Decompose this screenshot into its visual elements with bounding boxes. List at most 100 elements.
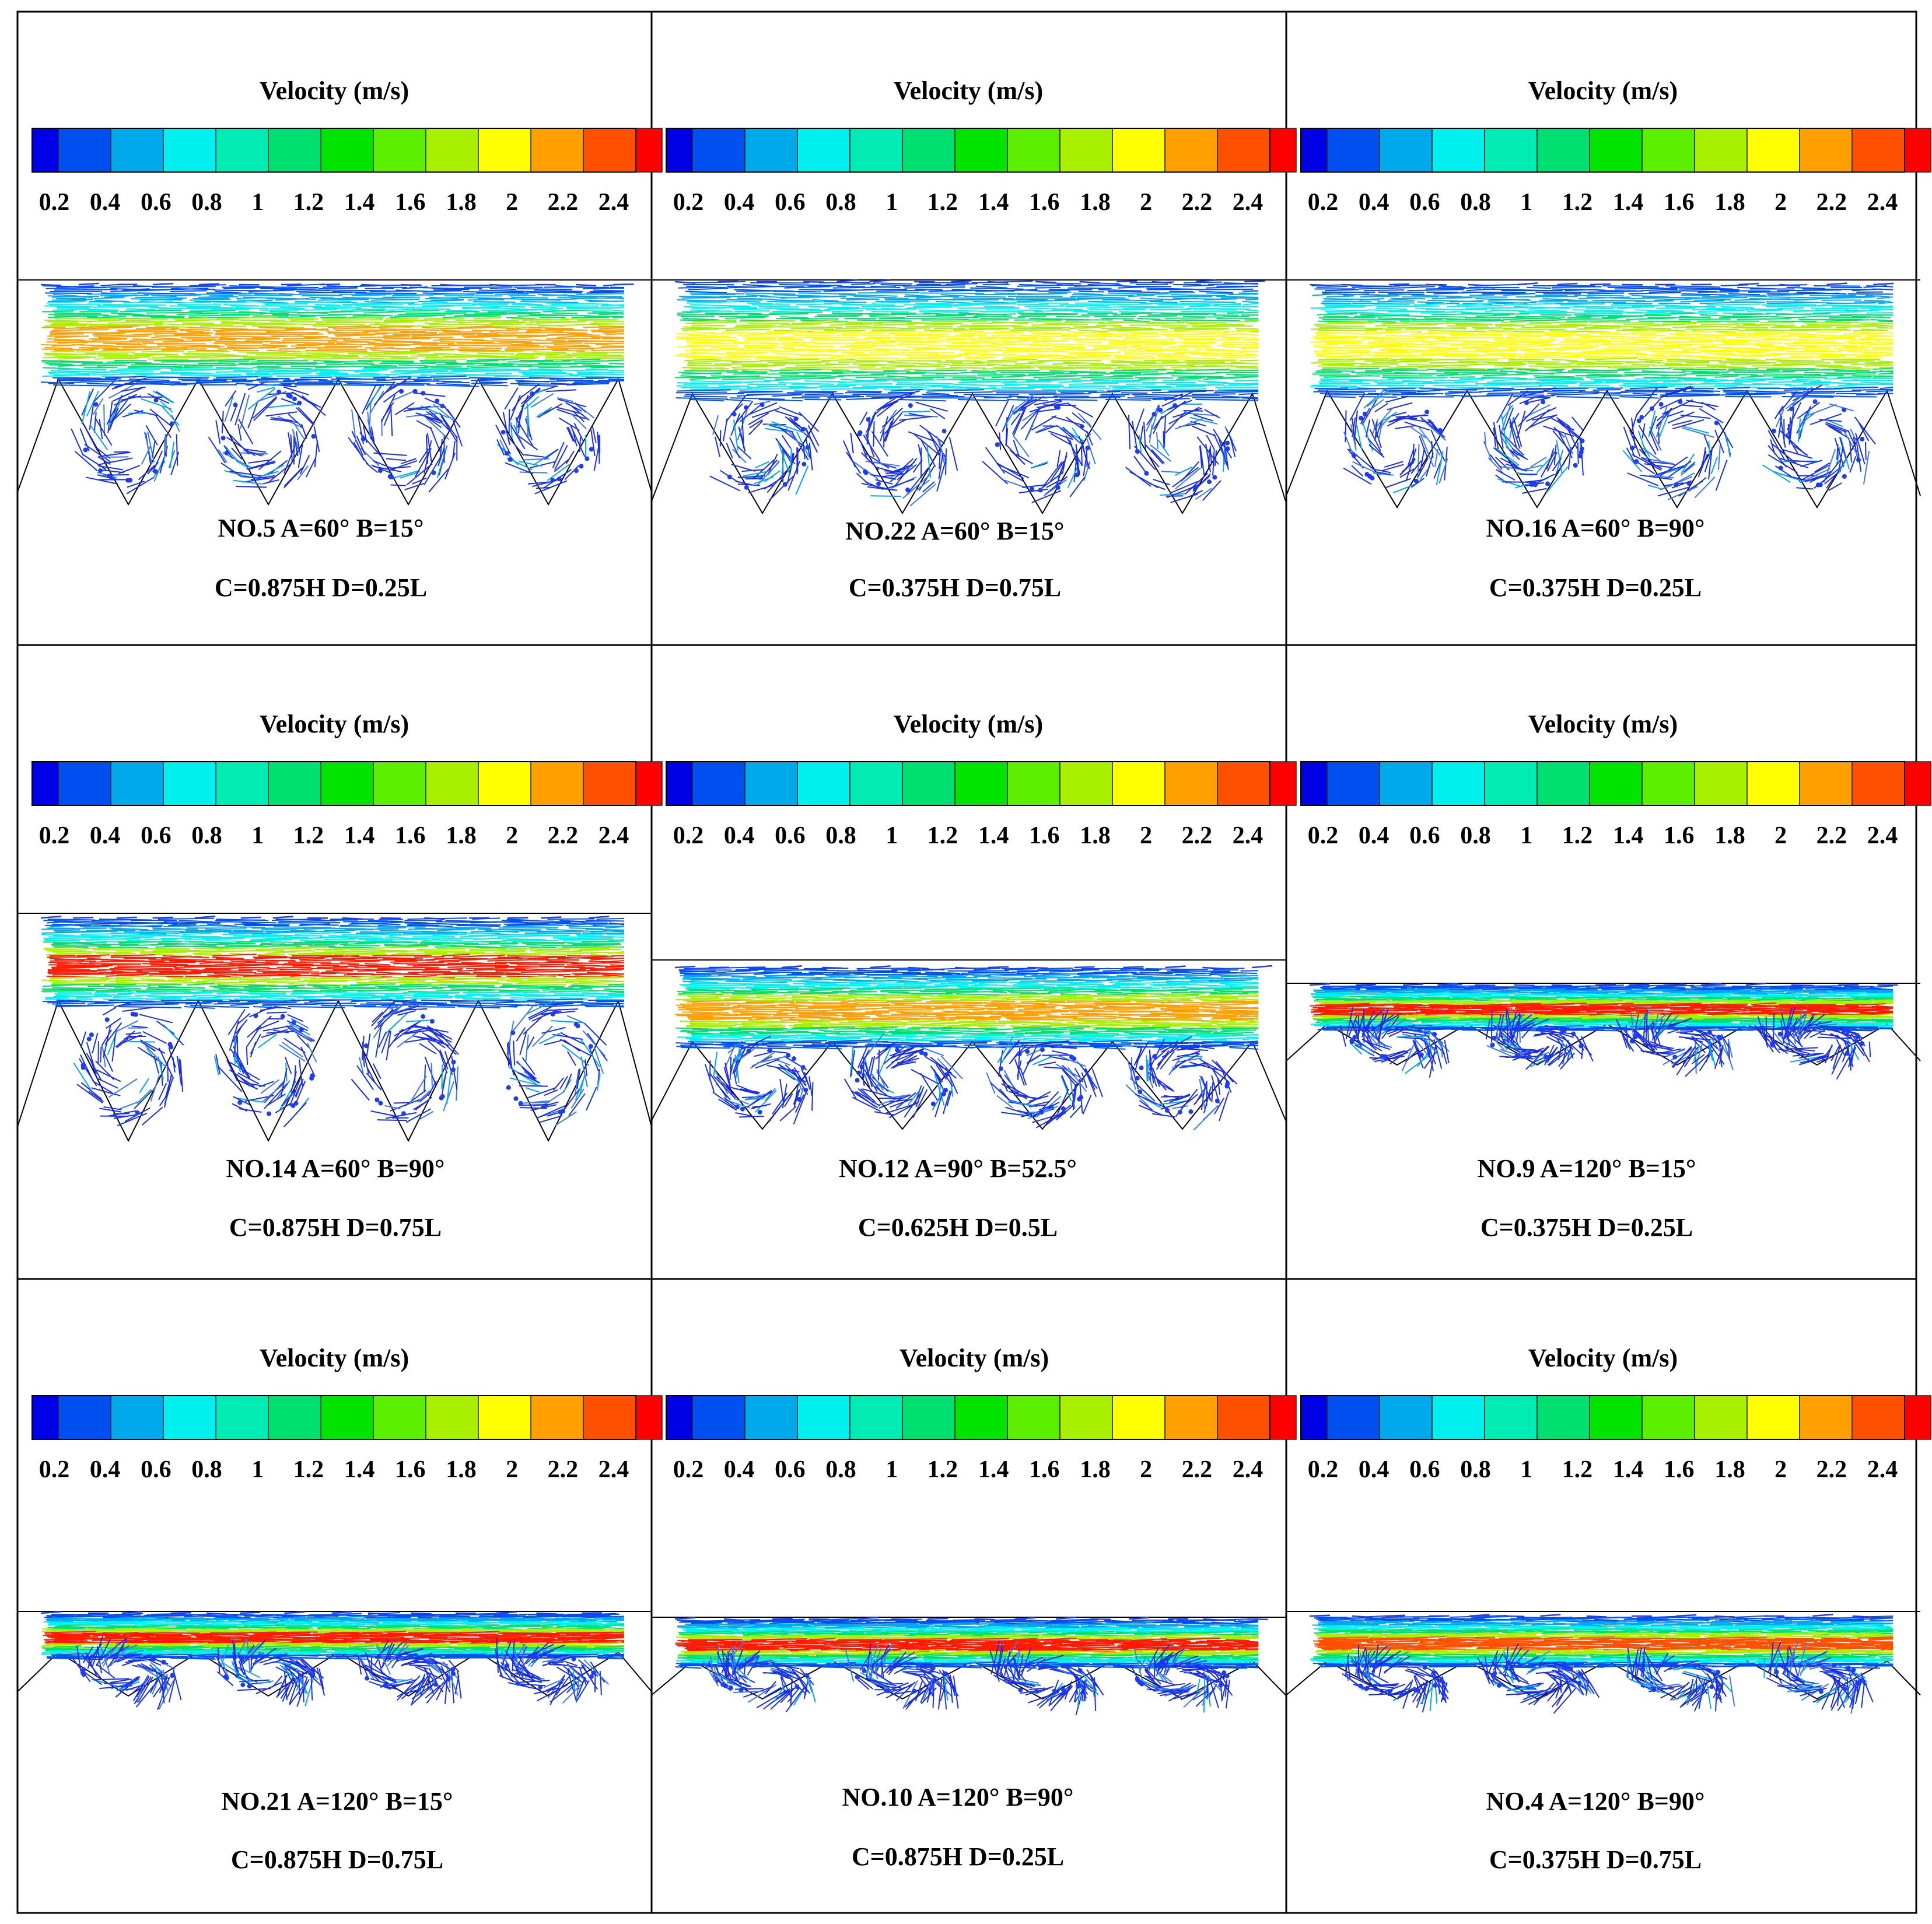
vortex-vector [144,432,153,464]
jet-vector [1698,310,1745,313]
vortex-vector [100,469,124,474]
vortex-vector [86,1042,97,1075]
jet-vector [173,333,209,335]
vector-head [286,392,291,398]
jet-vector [1374,324,1438,327]
jet-vector [517,352,569,355]
jet-vector [681,386,740,388]
jet-vector [478,928,541,931]
jet-vector [455,354,508,358]
jet-vector [225,921,276,924]
jet-vector [1203,377,1244,380]
jet-vector [296,355,359,358]
jet-vector [272,977,300,980]
jet-vector [892,379,951,382]
vortex-vector [92,398,104,415]
jet-vector [320,963,359,965]
vector-head [1842,407,1847,412]
jet-vector [906,346,942,349]
surface-vector [380,917,401,920]
jet-vector [507,346,545,348]
jet-vector [1005,383,1063,386]
jet-vector [779,367,817,370]
vector-head [573,1022,579,1027]
jet-vector [1672,326,1720,328]
jet-vector [1321,367,1380,370]
vortex-vector [440,415,458,443]
jet-vector [358,938,393,941]
jet-vector [1731,362,1770,365]
jet-vector [541,987,575,989]
jet-vector [1073,292,1103,296]
vortex-vector [380,394,396,423]
vortex-vector [1150,444,1171,462]
jet-vector [1572,309,1624,312]
jet-vector [223,287,256,289]
jet-vector [457,1006,501,1009]
jet-vector [1216,296,1259,298]
jet-vector [922,394,958,397]
jet-vector [54,958,108,961]
vortex-vector [74,451,98,472]
flow-field [651,279,1286,514]
vortex-vector [790,448,792,469]
vector-head [1649,406,1654,411]
vortex-vector [1160,493,1185,496]
jet-vector [791,331,836,334]
colorbar-swatch [635,761,663,806]
jet-vector [1070,296,1126,299]
jet-vector [265,951,296,954]
jet-vector [1371,360,1427,364]
jet-vector [1692,309,1736,311]
jet-vector [676,336,737,339]
jet-vector [1017,313,1079,315]
jet-vector [192,339,236,341]
jet-vector [1815,365,1862,368]
vortex-vector [236,460,250,469]
vortex-vector [530,393,554,408]
jet-vector [342,934,372,936]
vortex-vector [254,471,279,479]
vortex-vector [102,1007,117,1016]
jet-vector [293,942,348,944]
vortex-vector [126,476,155,495]
jet-vector [869,313,931,316]
jet-vector [389,308,437,311]
colorbar-swatch [1799,128,1853,173]
jet-vector [177,294,201,297]
grid-frame [16,10,1917,1914]
vector-head [995,442,1000,447]
vortex-vector [802,443,806,460]
jet-vector [1376,305,1440,307]
vortex-vector [300,423,307,439]
colorbar-swatch [1379,128,1433,173]
jet-vector [1736,324,1772,327]
jet-vector [1805,345,1839,348]
vortex-vector [264,383,282,386]
vortex-vector [155,416,172,439]
colorbar-swatch [744,128,798,173]
jet-vector [1631,296,1682,300]
jet-vector [1755,341,1783,344]
vortex-vector [1496,469,1516,481]
jet-vector [950,348,1003,351]
jet-vector [122,288,150,291]
colorbar-tick-label: 2.4 [1233,189,1264,216]
jet-vector [783,348,846,351]
jet-vector [777,337,812,339]
jet-vector [1864,364,1894,367]
jet-vector [1590,321,1614,324]
jet-vector [1433,346,1460,349]
jet-vector [872,302,911,304]
colorbar-tick-label: 0.8 [1460,189,1491,216]
vortex-vector [141,1041,156,1052]
vector-head [431,470,436,475]
vector-head [1362,411,1367,416]
colorbar-swatch [1164,128,1218,173]
jet-vector [363,330,397,332]
vector-head [1714,420,1719,426]
vortex-vector [899,416,932,421]
vortex-vector [1199,445,1205,478]
jet-vector [1163,379,1198,382]
jet-vector [1080,376,1133,379]
